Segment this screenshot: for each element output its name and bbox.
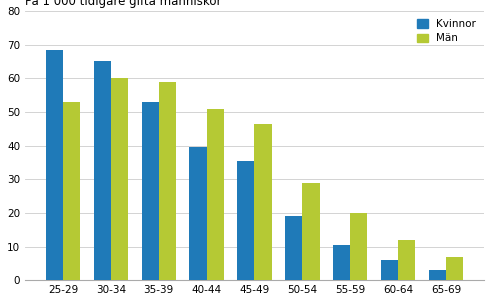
- Bar: [446, 257, 463, 280]
- Bar: [63, 102, 80, 280]
- Bar: [285, 216, 302, 280]
- Bar: [159, 82, 176, 280]
- Bar: [398, 240, 415, 280]
- Legend: Kvinnor, Män: Kvinnor, Män: [414, 16, 479, 47]
- Bar: [333, 245, 350, 280]
- Bar: [94, 61, 111, 280]
- Bar: [111, 78, 128, 280]
- Bar: [46, 50, 63, 280]
- Bar: [207, 108, 224, 280]
- Bar: [190, 147, 207, 280]
- Bar: [254, 124, 272, 280]
- Bar: [237, 161, 254, 280]
- Bar: [429, 270, 446, 280]
- Bar: [302, 183, 320, 280]
- Bar: [381, 260, 398, 280]
- Bar: [350, 213, 367, 280]
- Text: På 1 000 tidigare gifta människor: På 1 000 tidigare gifta människor: [25, 0, 221, 8]
- Bar: [141, 102, 159, 280]
